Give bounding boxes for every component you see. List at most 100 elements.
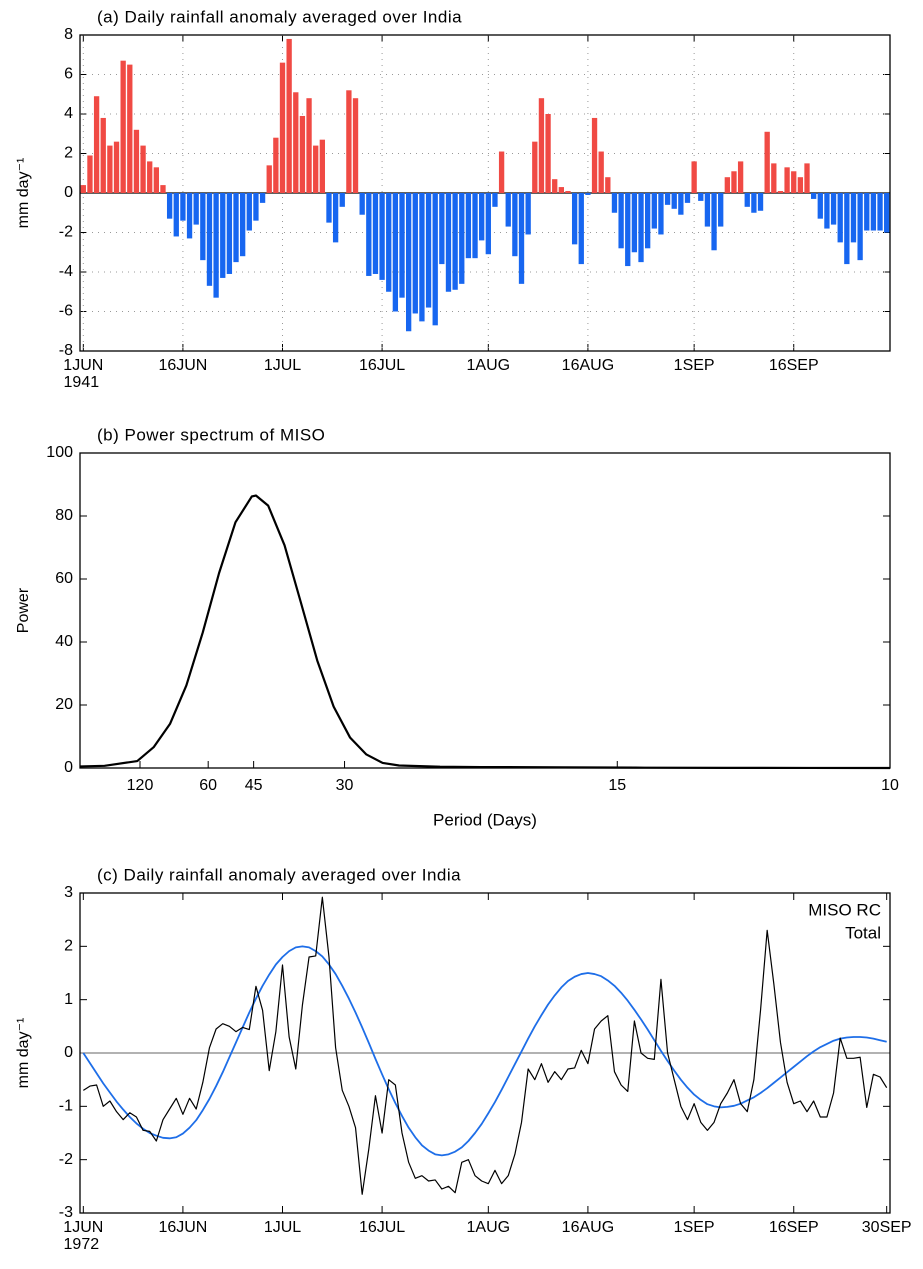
legend-label: Total: [845, 923, 881, 942]
bar: [757, 193, 764, 211]
bar: [671, 193, 677, 209]
bar: [525, 193, 531, 235]
bar: [618, 193, 624, 249]
bar: [399, 193, 405, 298]
bar: [472, 193, 478, 259]
line: [82, 945, 887, 1157]
bar: [200, 193, 206, 261]
bar: [113, 141, 120, 193]
bar: [313, 145, 319, 193]
bar: [645, 193, 651, 249]
bar: [186, 193, 193, 239]
y-tick-label: 20: [55, 696, 73, 713]
bar: [625, 193, 631, 267]
bar: [744, 193, 750, 207]
x-tick-label: 1AUG: [467, 1219, 511, 1236]
bar: [366, 193, 372, 276]
bar: [160, 185, 166, 193]
bar: [492, 193, 498, 207]
bar: [771, 163, 777, 193]
bar: [545, 114, 551, 193]
bar: [684, 193, 691, 203]
line: [82, 896, 888, 1195]
plot-frame: [79, 452, 891, 769]
x-tick-label: 16AUG: [562, 1219, 614, 1236]
bar: [445, 193, 452, 292]
bar: [386, 193, 392, 292]
bar: [691, 161, 697, 193]
bar: [552, 179, 558, 193]
bar: [266, 165, 272, 193]
bar: [293, 92, 299, 193]
bar: [810, 193, 817, 199]
x-tick-label: 1JUN: [63, 357, 103, 374]
bar: [797, 177, 804, 193]
bar: [651, 193, 657, 229]
bar: [751, 193, 757, 213]
x-tick-label: 16JUN: [158, 357, 207, 374]
x-tick-label: 1JUL: [264, 1219, 301, 1236]
bar: [80, 185, 86, 193]
y-axis-label: Power: [15, 587, 32, 633]
x-tick-label: 16AUG: [562, 357, 614, 374]
y-tick-label: 0: [64, 1044, 73, 1061]
y-tick-label: -2: [59, 224, 73, 241]
bar: [784, 167, 790, 193]
plot-frame: [79, 34, 891, 352]
bar: [133, 129, 140, 193]
x-tick-label: 1SEP: [674, 1219, 715, 1236]
x-tick-label: 15: [608, 777, 626, 794]
bar: [658, 193, 664, 235]
bar: [392, 193, 399, 312]
x-tick-label: 16JUN: [158, 1219, 207, 1236]
y-tick-label: -3: [59, 1204, 73, 1221]
bar: [379, 193, 385, 280]
x-year-label: 1941: [64, 374, 100, 391]
bar: [326, 193, 332, 223]
x-tick-label: 1JUL: [264, 357, 301, 374]
y-tick-label: 60: [55, 570, 73, 587]
x-tick-label: 16JUL: [359, 357, 405, 374]
y-tick-label: 3: [64, 884, 73, 901]
bar: [585, 193, 591, 195]
bar: [877, 193, 883, 231]
bar: [147, 161, 153, 193]
bar: [804, 163, 810, 193]
y-tick-label: 80: [55, 507, 73, 524]
x-axis-label: Period (Days): [433, 810, 537, 829]
bar: [425, 193, 432, 308]
legend-label: MISO RC: [808, 900, 881, 919]
bar: [791, 171, 797, 193]
bar: [678, 193, 684, 215]
y-tick-label: 100: [46, 444, 73, 461]
x-tick-label: 60: [199, 777, 217, 794]
y-tick-label: 6: [64, 66, 73, 83]
bar: [405, 193, 412, 332]
bar: [532, 141, 538, 193]
bar: [558, 187, 565, 193]
bar: [452, 193, 458, 290]
bar: [605, 177, 611, 193]
bar: [837, 193, 843, 243]
bar: [259, 193, 266, 203]
x-year-label: 1972: [64, 1236, 100, 1253]
y-axis-label: mm day⁻¹: [15, 1018, 32, 1089]
x-tick-label: 120: [127, 777, 154, 794]
bar: [611, 193, 618, 213]
y-tick-label: -2: [59, 1151, 73, 1168]
bar: [777, 191, 784, 193]
bar: [870, 193, 877, 231]
x-tick-label: 1JUN: [63, 1219, 103, 1236]
panel-title: (a) Daily rainfall anomaly averaged over…: [97, 7, 462, 26]
bar: [173, 193, 179, 237]
bar: [233, 193, 239, 263]
bar: [166, 193, 173, 219]
bar: [279, 62, 286, 194]
bar: [698, 193, 704, 201]
bar: [412, 193, 418, 314]
bar: [319, 139, 325, 193]
bar: [485, 193, 491, 255]
x-tick-label: 10: [881, 777, 899, 794]
bar: [419, 193, 425, 322]
